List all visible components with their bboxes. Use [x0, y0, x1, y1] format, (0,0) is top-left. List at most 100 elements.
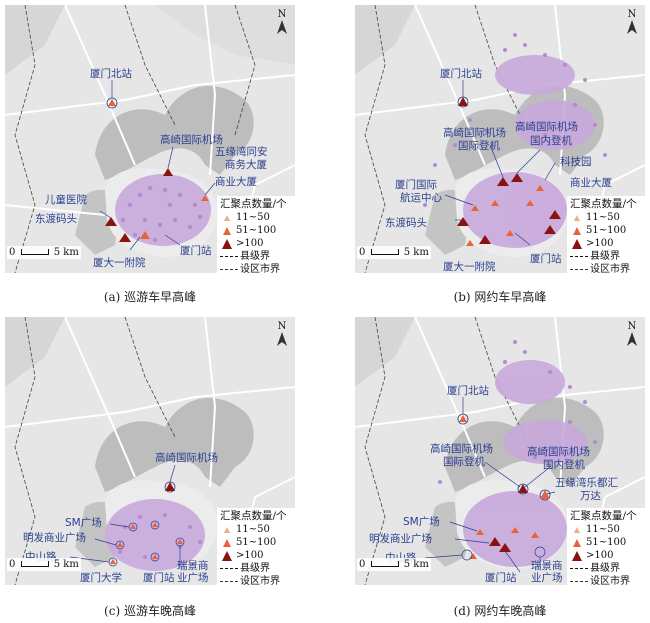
legend-item: 51~100: [586, 537, 627, 548]
place-label: 厦门站: [485, 571, 517, 584]
place-label: 东渡码头: [385, 216, 427, 229]
legend-item: 51~100: [586, 225, 627, 236]
place-label: 国内登机: [543, 458, 585, 471]
place-label: 厦门国际: [395, 178, 437, 191]
legend-item: 县级界: [240, 563, 270, 574]
map-panel-a: 厦门北站 高崎国际机场 五缘湾同安 商务大厦 商业大厦 儿童医院 东渡码头 厦大…: [5, 5, 295, 273]
legend-item: >100: [586, 550, 614, 561]
place-label: 厦门站: [530, 252, 562, 265]
legend-title: 汇聚点数量/个: [220, 510, 287, 522]
place-label: 商业大厦: [570, 176, 612, 189]
scale-distance: 5 km: [403, 247, 429, 258]
north-arrow-icon: [277, 20, 287, 34]
place-label: 高崎国际机场: [155, 451, 218, 464]
city-boundary-line: [220, 581, 238, 582]
place-label: 厦门大学: [80, 571, 122, 584]
place-label: 厦大一附院: [443, 260, 496, 273]
place-label: 业广场: [531, 571, 563, 584]
scale-distance: 5 km: [53, 559, 79, 570]
scale-bar: 0 5 km: [357, 246, 431, 259]
county-boundary-line: [570, 256, 588, 257]
legend-item: 设区市界: [240, 576, 280, 585]
caption-b: (b) 网约车早高峰: [453, 290, 547, 304]
place-label: 高崎国际机场: [443, 126, 506, 139]
caption-d: (d) 网约车晚高峰: [453, 604, 547, 618]
legend-item: 11~50: [586, 212, 620, 223]
legend-title: 汇聚点数量/个: [570, 510, 637, 522]
place-label: 科技园: [560, 155, 592, 168]
north-arrow: N: [277, 9, 287, 37]
legend: 汇聚点数量/个 11~50 51~100 >100 县级界 设区市界: [217, 508, 295, 585]
legend-item: 11~50: [236, 524, 270, 535]
place-label: 高崎国际机场: [160, 133, 223, 146]
legend-small-triangle-icon: [574, 214, 580, 221]
scale-zero: 0: [9, 247, 16, 258]
legend-item: 县级界: [590, 251, 620, 262]
place-label: 五缘湾同安: [215, 145, 268, 158]
legend: 汇聚点数量/个 11~50 51~100 >100 县级界 设区市界: [567, 196, 645, 273]
legend-item: 11~50: [236, 212, 270, 223]
place-label: 厦门站: [180, 244, 212, 257]
place-label: 高崎国际机场: [527, 445, 590, 458]
legend-medium-triangle-icon: [223, 226, 231, 235]
scale-distance: 5 km: [53, 247, 79, 258]
legend-item: >100: [236, 550, 264, 561]
place-label: SM广场: [65, 516, 102, 529]
legend-small-triangle-icon: [224, 526, 230, 533]
county-boundary-line: [220, 256, 238, 257]
scale-zero: 0: [9, 559, 16, 570]
legend-large-triangle-icon: [222, 238, 232, 249]
place-label: SM广场: [403, 515, 440, 528]
legend-item: >100: [586, 238, 614, 249]
map-panel-b: 厦门北站 高崎国际机场 国际登机 高崎国际机场 国内登机 科技园 商业大厦 厦门…: [355, 5, 645, 273]
place-label: 国际登机: [458, 139, 500, 152]
north-arrow-icon: [277, 332, 287, 346]
map-canvas-c: 高崎国际机场 SM广场 明发商业广场 中山路 厦门大学 厦门站 瑞景商 业广场: [5, 317, 295, 585]
place-label: 瑞景商: [531, 559, 563, 572]
scale-zero: 0: [359, 247, 366, 258]
place-label: 厦门北站: [90, 67, 132, 80]
city-boundary-line: [220, 269, 238, 270]
place-label: 明发商业广场: [369, 532, 432, 545]
legend-item: 县级界: [240, 251, 270, 262]
north-label: N: [627, 9, 637, 20]
legend-large-triangle-icon: [572, 550, 582, 561]
map-panel-c: 高崎国际机场 SM广场 明发商业广场 中山路 厦门大学 厦门站 瑞景商 业广场 …: [5, 317, 295, 585]
place-label: 国际登机: [443, 455, 485, 468]
legend-medium-triangle-icon: [223, 538, 231, 547]
scale-zero: 0: [359, 559, 366, 570]
place-label: 国内登机: [530, 134, 572, 147]
legend-item: 51~100: [236, 537, 277, 548]
north-arrow-icon: [627, 20, 637, 34]
caption-a: (a) 巡游车早高峰: [103, 290, 197, 304]
scale-bar: 0 5 km: [357, 558, 431, 571]
legend-medium-triangle-icon: [573, 226, 581, 235]
place-label: 厦门北站: [440, 67, 482, 80]
map-canvas-a: 厦门北站 高崎国际机场 五缘湾同安 商务大厦 商业大厦 儿童医院 东渡码头 厦大…: [5, 5, 295, 273]
legend-item: 11~50: [586, 524, 620, 535]
county-boundary-line: [220, 568, 238, 569]
north-arrow: N: [627, 321, 637, 349]
scale-bar: 0 5 km: [7, 558, 81, 571]
legend-item: 设区市界: [240, 264, 280, 273]
legend-small-triangle-icon: [574, 526, 580, 533]
legend-item: 51~100: [236, 225, 277, 236]
county-boundary-line: [570, 568, 588, 569]
place-label: 儿童医院: [45, 193, 87, 206]
north-label: N: [277, 9, 287, 20]
scale-bar: 0 5 km: [7, 246, 81, 259]
legend-title: 汇聚点数量/个: [220, 198, 287, 210]
legend-item: >100: [236, 238, 264, 249]
north-arrow-icon: [627, 332, 637, 346]
legend: 汇聚点数量/个 11~50 51~100 >100 县级界 设区市界: [217, 196, 295, 273]
legend-large-triangle-icon: [222, 550, 232, 561]
legend-large-triangle-icon: [572, 238, 582, 249]
place-label: 航运中心: [400, 191, 442, 204]
place-label: 明发商业广场: [23, 531, 86, 544]
place-label: 高崎国际机场: [430, 442, 493, 455]
place-label: 厦门站: [143, 571, 175, 584]
city-boundary-line: [570, 581, 588, 582]
north-label: N: [627, 321, 637, 332]
north-arrow: N: [627, 9, 637, 37]
place-label: 商业大厦: [215, 175, 257, 188]
